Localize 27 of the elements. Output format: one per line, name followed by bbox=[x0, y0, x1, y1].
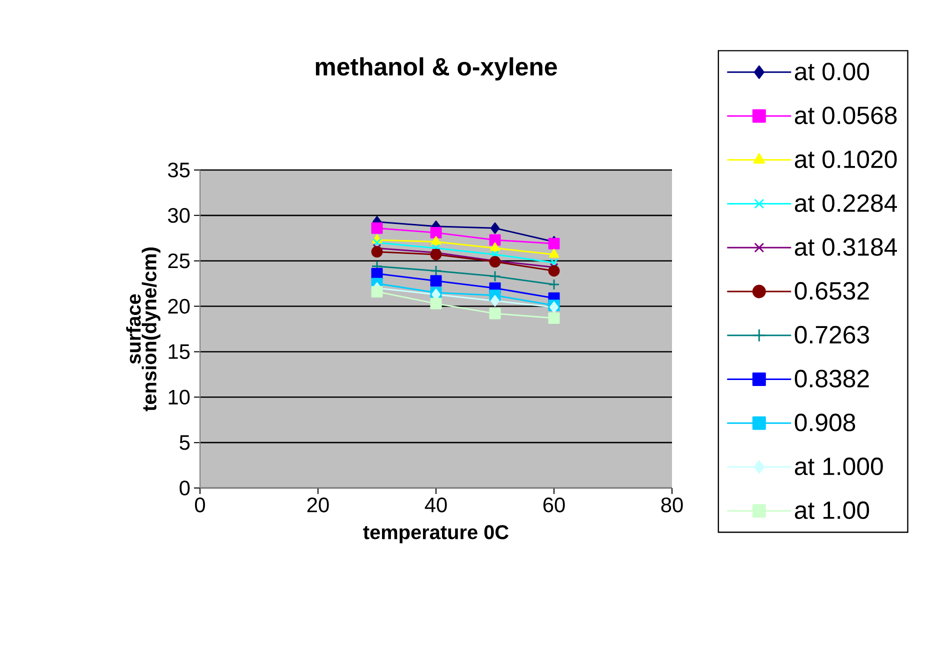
legend-label: at 0.0568 bbox=[794, 106, 897, 124]
legend-label: 0.908 bbox=[794, 414, 856, 432]
legend-label: 0.7263 bbox=[794, 326, 869, 344]
x-axis-title: temperature 0C bbox=[363, 525, 509, 544]
y-tick-label: 35 bbox=[168, 162, 190, 178]
y-tick-label: 30 bbox=[168, 208, 190, 223]
legend-label: at 0.3184 bbox=[794, 238, 897, 256]
legend-label: at 0.1020 bbox=[794, 150, 897, 168]
y-tick-label: 20 bbox=[168, 298, 190, 314]
x-tick-label: 0 bbox=[194, 498, 205, 512]
x-tick-label: 60 bbox=[543, 498, 565, 512]
y-tick-label: 0 bbox=[180, 480, 190, 496]
y-axis-title: surface tension(dyne/cm) bbox=[126, 248, 160, 412]
legend-label: at 1.000 bbox=[794, 458, 883, 476]
y-tick-label: 10 bbox=[168, 390, 190, 405]
x-tick-label: 80 bbox=[661, 498, 683, 512]
y-tick-label: 5 bbox=[180, 435, 190, 450]
x-tick-label: 20 bbox=[307, 498, 329, 512]
chart-title: methanol & o-xylene bbox=[316, 57, 557, 80]
legend-label: 0.6532 bbox=[794, 282, 869, 300]
y-tick-label: 15 bbox=[168, 344, 190, 360]
legend-label: 0.8382 bbox=[794, 370, 869, 388]
y-tick-label: 25 bbox=[168, 253, 190, 268]
legend-label: at 0.00 bbox=[794, 62, 870, 80]
legend-label: at 1.00 bbox=[794, 501, 870, 520]
legend-label: at 0.2284 bbox=[794, 194, 897, 212]
x-tick-label: 40 bbox=[424, 498, 447, 512]
